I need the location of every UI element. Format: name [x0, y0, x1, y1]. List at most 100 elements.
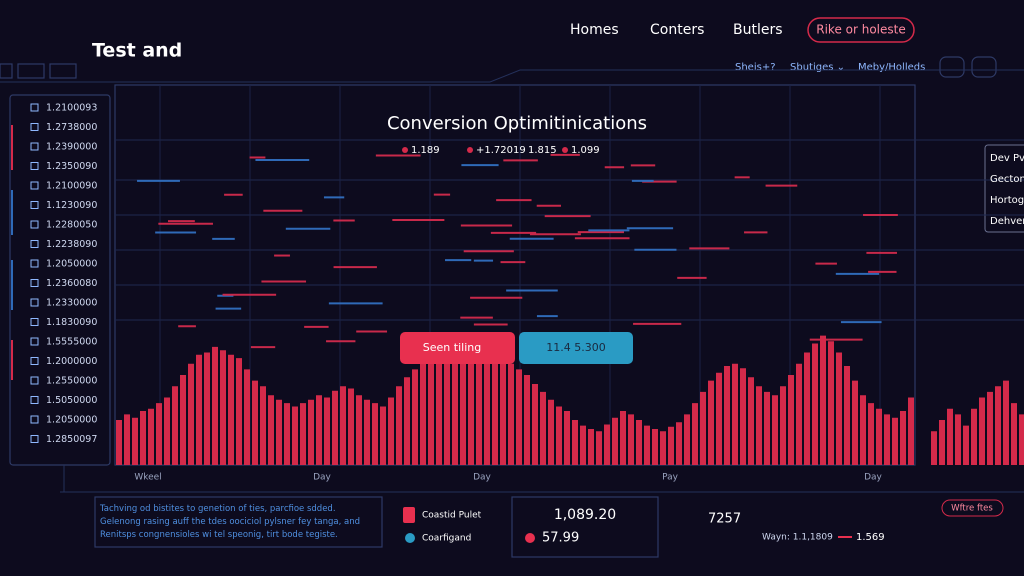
- legend-label: Coarfigand: [422, 534, 471, 544]
- icon-button[interactable]: [971, 56, 997, 78]
- bar: [876, 408, 882, 465]
- value-dot: [525, 533, 535, 543]
- bar: [740, 368, 746, 465]
- footer-button[interactable]: [941, 499, 1004, 517]
- bar: [236, 358, 242, 465]
- side-menu-item: Dehvers: [990, 216, 1024, 227]
- stat-value: 1.569: [856, 532, 885, 543]
- x-tick-label: Day: [313, 473, 331, 483]
- list-marker: [30, 396, 39, 404]
- list-marker: [30, 376, 39, 385]
- bar: [1011, 403, 1017, 465]
- bar: [340, 386, 346, 465]
- list-marker: [30, 162, 39, 170]
- bar: [588, 429, 594, 465]
- chart-title: Conversion Optimitinications: [387, 113, 647, 134]
- toolbar-item[interactable]: Meby/Holleds: [858, 62, 925, 73]
- list-marker: [30, 220, 39, 229]
- bar: [884, 414, 890, 465]
- list-marker: [30, 259, 39, 268]
- list-value: 1.2238090: [46, 239, 97, 250]
- chart-button[interactable]: [519, 332, 633, 364]
- list-marker: [30, 240, 39, 248]
- bar: [444, 352, 450, 465]
- toolbar-item[interactable]: Sheis+?: [735, 62, 776, 73]
- bar: [836, 352, 842, 465]
- bar: [252, 380, 258, 465]
- side-menu: [984, 144, 1024, 233]
- list-value: 1.5050000: [46, 395, 97, 406]
- bar: [804, 352, 810, 465]
- bar: [660, 431, 666, 465]
- chart-frame: [114, 84, 916, 466]
- bar: [380, 406, 386, 465]
- icon-button[interactable]: [939, 56, 965, 78]
- bar: [724, 366, 730, 465]
- stat-label: Wayn: 1.1,1809: [762, 533, 833, 543]
- list-marker: [30, 318, 39, 326]
- footer-button-label[interactable]: Wftre ftes: [951, 504, 993, 514]
- toolbar-item[interactable]: Sbutiges ⌄: [790, 62, 845, 73]
- header-button[interactable]: [807, 17, 915, 43]
- sub-value: 57.99: [542, 531, 579, 546]
- legend-dot: [562, 147, 568, 153]
- bar: [132, 417, 138, 465]
- x-tick-label: Pay: [662, 473, 679, 483]
- list-value: 1.2550000: [46, 376, 97, 387]
- bar: [532, 384, 538, 465]
- list-value: 1.2280050: [46, 220, 97, 231]
- list-value: 1.2390000: [46, 142, 97, 153]
- bar: [636, 420, 642, 465]
- note-box: [94, 496, 383, 548]
- list-marker: [30, 181, 39, 190]
- bar: [180, 375, 186, 465]
- chart-button-label: 11.4 5.300: [546, 341, 605, 354]
- bar: [812, 343, 818, 465]
- icon[interactable]: [17, 63, 45, 79]
- bar: [987, 391, 993, 465]
- bar: [348, 388, 354, 465]
- total-value: 1,089.20: [554, 507, 616, 523]
- bar: [500, 358, 506, 465]
- bar: [540, 391, 546, 465]
- bar: [796, 363, 802, 465]
- stat: 7257: [708, 512, 741, 527]
- bar: [420, 361, 426, 465]
- bar: [308, 399, 314, 465]
- chart-button[interactable]: [400, 332, 515, 364]
- chart-button-label: Seen tiling: [423, 341, 481, 354]
- list-value: 1.1830090: [46, 317, 97, 328]
- header-button-label[interactable]: Rike or holeste: [816, 23, 905, 37]
- nav-link[interactable]: Homes: [570, 22, 619, 38]
- x-tick-label: Day: [864, 473, 882, 483]
- icon[interactable]: [49, 63, 77, 79]
- divider: [60, 465, 1024, 493]
- bar: [556, 406, 562, 465]
- list-marker: [30, 298, 39, 307]
- bar: [1019, 414, 1024, 465]
- bar: [892, 417, 898, 465]
- bar: [652, 429, 658, 465]
- side-menu-item: Dev Pvie: [990, 153, 1024, 164]
- bar: [220, 350, 226, 465]
- bar: [452, 357, 458, 465]
- bar: [276, 399, 282, 465]
- list-value: 1.2100090: [46, 181, 97, 192]
- bar: [852, 380, 858, 465]
- total-box: [511, 496, 659, 558]
- bar: [620, 411, 626, 465]
- note: Tachving od bistites to genetion of ties…: [99, 504, 360, 540]
- list-value: 1.2350090: [46, 161, 97, 172]
- bar: [116, 420, 122, 465]
- bar: [764, 391, 770, 465]
- bar: [708, 380, 714, 465]
- nav-link[interactable]: Conters: [650, 22, 704, 38]
- bar: [963, 425, 969, 465]
- bar: [476, 355, 482, 465]
- bar: [580, 425, 586, 465]
- bar: [868, 403, 874, 465]
- nav-link[interactable]: Butlers: [733, 22, 783, 38]
- icon[interactable]: [0, 63, 13, 79]
- bar: [596, 431, 602, 465]
